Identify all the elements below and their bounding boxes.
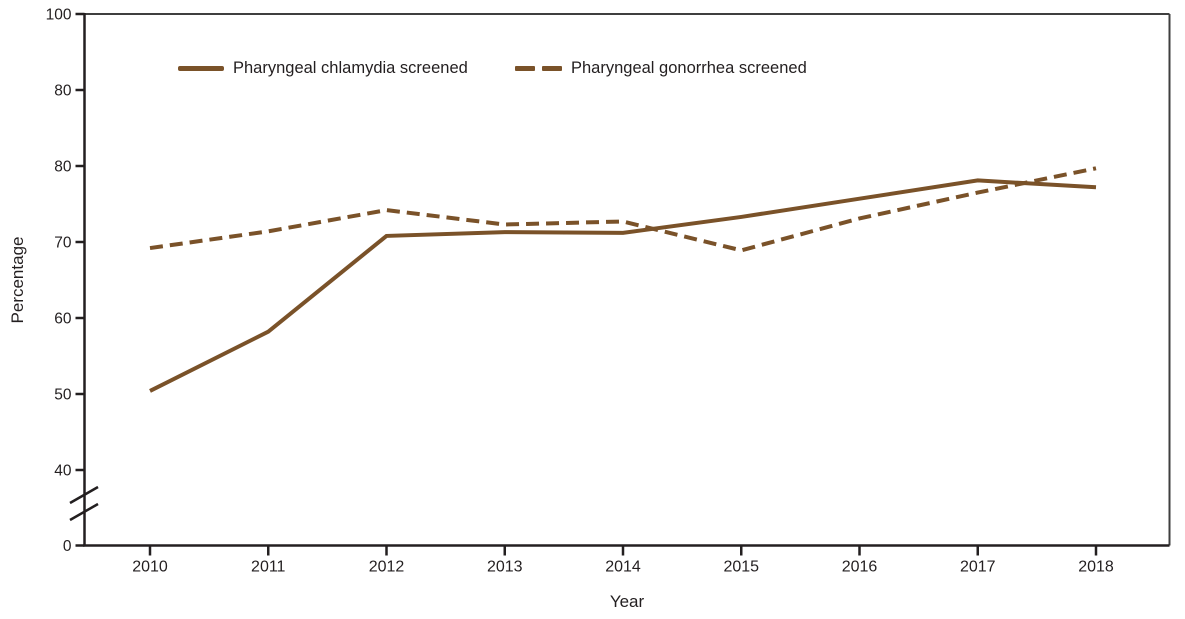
- legend-label-gonorrhea: Pharyngeal gonorrhea screened: [571, 58, 807, 77]
- y-tick-label: 80: [54, 159, 72, 176]
- dash-icon: [515, 65, 535, 71]
- solid-line-icon: [178, 65, 224, 71]
- axis-break-mark: [69, 502, 99, 522]
- series-line-pharyngeal-gonorrhea-screened: [149, 166, 1097, 253]
- legend-item-gonorrhea: Pharyngeal gonorrhea screened: [515, 58, 807, 78]
- y-tick-label: 60: [54, 311, 72, 328]
- x-tick-label: 2016: [842, 559, 878, 576]
- x-tick-label: 2015: [723, 559, 759, 576]
- y-tick-label: 0: [63, 538, 72, 555]
- x-tick-label: 2018: [1078, 559, 1114, 576]
- solid-line-swatch-icon: [178, 65, 224, 71]
- x-tick-label: 2010: [132, 559, 168, 576]
- legend-label-chlamydia: Pharyngeal chlamydia screened: [233, 58, 468, 77]
- y-tick-label: 80: [54, 83, 72, 100]
- axis-break-mark: [69, 485, 99, 505]
- x-tick-label: 2014: [605, 559, 641, 576]
- x-tick-label: 2011: [251, 559, 286, 576]
- legend-item-chlamydia: Pharyngeal chlamydia screened: [178, 58, 468, 78]
- x-tick-label: 2013: [487, 559, 523, 576]
- y-tick-label: 70: [54, 235, 72, 252]
- x-tick-label: 2012: [369, 559, 405, 576]
- y-tick-label: 100: [46, 7, 72, 24]
- dashed-line-swatch-icon: [515, 65, 562, 71]
- y-axis-title: Percentage: [8, 236, 27, 324]
- series-line-pharyngeal-chlamydia-screened: [149, 178, 1097, 393]
- x-axis-title: Year: [609, 592, 645, 611]
- y-tick-label: 40: [54, 463, 72, 480]
- x-tick-label: 2017: [960, 559, 996, 576]
- y-tick-label: 50: [54, 387, 72, 404]
- dash-icon: [542, 65, 562, 71]
